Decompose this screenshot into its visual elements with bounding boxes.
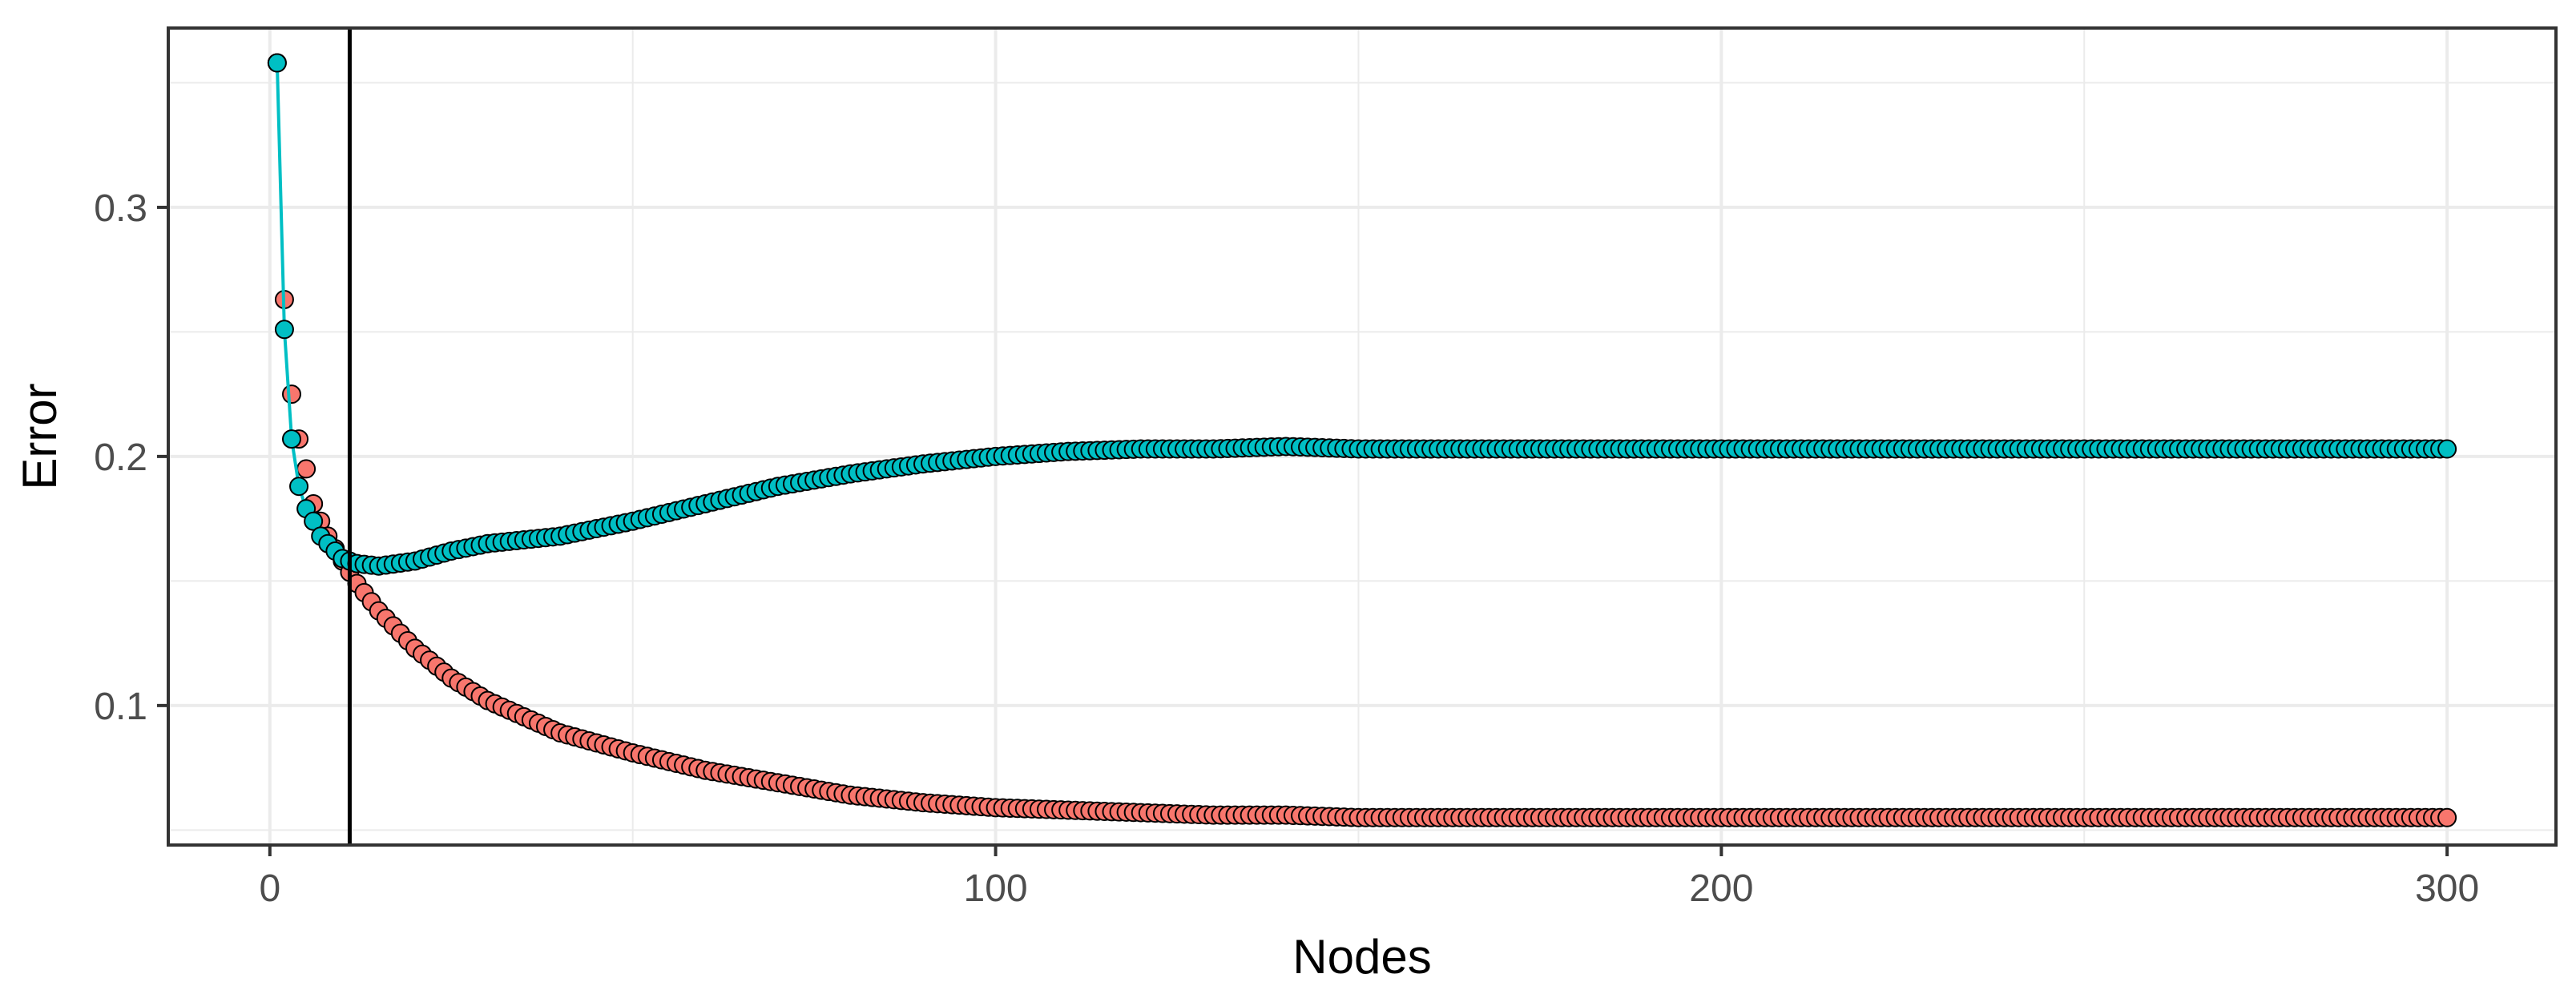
data-point xyxy=(281,429,301,449)
y-tick-label: 0.2 xyxy=(94,437,147,479)
data-series xyxy=(267,53,2457,827)
data-point xyxy=(274,320,294,340)
axis-ticks: 0 100 200 300 0.1 0.2 0.3 xyxy=(94,187,2479,910)
data-point xyxy=(281,384,301,404)
data-point xyxy=(267,53,287,73)
data-point xyxy=(2437,807,2457,827)
data-point xyxy=(296,459,316,479)
x-tick-label: 300 xyxy=(2415,867,2479,910)
x-tick-label: 200 xyxy=(1689,867,1753,910)
data-point xyxy=(2437,439,2457,459)
teal-series xyxy=(267,53,2457,576)
data-point xyxy=(289,477,309,497)
x-axis-title: Nodes xyxy=(1292,930,1431,984)
y-tick-label: 0.3 xyxy=(94,187,147,230)
red-series xyxy=(267,53,2457,827)
x-tick-label: 100 xyxy=(964,867,1028,910)
y-tick-label: 0.1 xyxy=(94,686,147,728)
plot-border xyxy=(167,26,2558,847)
x-tick-label: 0 xyxy=(259,867,280,910)
y-axis-title: Error xyxy=(13,383,67,489)
plot-background xyxy=(168,28,2556,845)
